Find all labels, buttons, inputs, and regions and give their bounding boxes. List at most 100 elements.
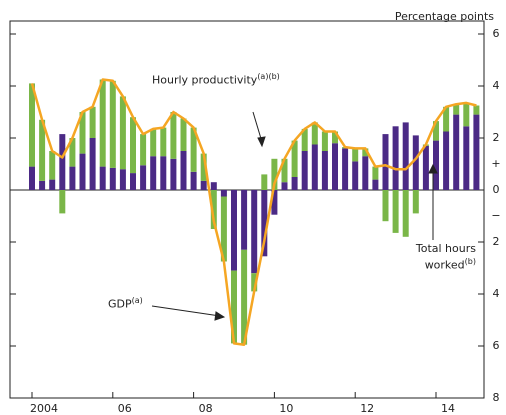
bar-segment <box>200 153 207 181</box>
bar-segment <box>170 112 177 159</box>
arrow <box>151 305 221 317</box>
bar-segment <box>321 131 328 151</box>
bar-segment <box>79 112 86 154</box>
bar-segment <box>362 156 369 190</box>
x-tick-label: 08 <box>199 402 213 415</box>
arrowhead <box>257 136 266 148</box>
bar-segment <box>352 161 359 190</box>
bar-segment <box>453 104 460 115</box>
bar-segment <box>402 122 409 190</box>
bar-segment <box>241 249 248 345</box>
annotation-arrows <box>151 111 438 321</box>
label-text: Hourly productivity <box>152 73 258 87</box>
label-text: GDP <box>108 297 132 311</box>
bar-segment <box>39 180 46 190</box>
bar-segment <box>311 144 318 190</box>
arrow <box>252 111 263 143</box>
x-tick-label: 14 <box>441 402 455 415</box>
plot-frame <box>9 20 485 399</box>
bar-segment <box>352 148 359 162</box>
bar-segment <box>392 190 399 233</box>
bar-segment <box>362 148 369 157</box>
y-tick-label: 2 <box>493 131 500 144</box>
bar-segment <box>422 145 429 190</box>
bar-segment <box>463 126 470 190</box>
bar-segment <box>412 190 419 214</box>
bar-segment <box>392 126 399 190</box>
bar-segment <box>301 128 308 151</box>
x-tick-label: 12 <box>360 402 374 415</box>
hours-label: Total hours worked(b) <box>388 242 476 272</box>
y-tick-label: 4 <box>493 79 500 92</box>
bar-segment <box>69 166 76 190</box>
bar-segment <box>301 151 308 190</box>
bar-segment <box>372 166 379 180</box>
y-tick-label: 2 <box>493 235 500 248</box>
bar-segment <box>231 270 237 344</box>
sign-label: + <box>491 157 500 170</box>
bar-segment <box>29 83 35 167</box>
bar-segment <box>241 190 248 250</box>
bar-segment <box>382 134 389 190</box>
bar-segment <box>29 166 35 190</box>
bar-segment <box>473 105 480 115</box>
bar-segment <box>99 166 106 190</box>
bar-segment <box>281 158 288 183</box>
bar-segment <box>109 167 116 190</box>
x-tick-label: 2004 <box>30 402 58 415</box>
bar-segment <box>372 179 379 190</box>
bar-segment <box>220 196 227 262</box>
bar-segment <box>99 79 106 167</box>
bar-segment <box>130 117 136 174</box>
bar-segment <box>291 140 298 177</box>
bar-segment <box>150 156 157 190</box>
bar-segment <box>180 118 187 151</box>
bar-segment <box>210 182 217 190</box>
productivity-label: Hourly productivity(a)(b) <box>152 70 280 87</box>
x-tick-label: 10 <box>279 402 293 415</box>
bar-segment <box>200 180 207 190</box>
bar-segment <box>433 140 439 190</box>
bar-segment <box>443 131 450 190</box>
bar-segment <box>251 190 258 274</box>
y-tick-label: 8 <box>493 391 500 404</box>
y-tick-label: 6 <box>493 339 500 352</box>
bar-segment <box>291 177 298 190</box>
bar-segment <box>79 153 86 190</box>
bar-segment <box>89 138 96 190</box>
y-tick-label: 0 <box>493 183 500 196</box>
bar-segment <box>59 190 66 214</box>
bar-segment <box>49 179 56 190</box>
bar-segment <box>140 165 147 190</box>
line <box>30 78 477 346</box>
bar-segment <box>332 143 338 190</box>
label-note: (a) <box>131 296 143 305</box>
bar-segment <box>261 190 268 257</box>
bar-segment <box>443 106 450 132</box>
bar-segment <box>271 158 278 190</box>
bar-segment <box>261 174 268 190</box>
unit-label: Percentage points <box>395 10 494 23</box>
bar-segment <box>453 114 460 190</box>
x-tick-label: 06 <box>118 402 132 415</box>
bar-segment <box>463 102 470 127</box>
bar-segment <box>433 121 439 141</box>
bar-segment <box>109 80 116 168</box>
bar-segment <box>473 114 480 190</box>
bar-segment <box>210 190 217 229</box>
y-tick-label: 4 <box>493 287 500 300</box>
bar-segment <box>332 131 338 144</box>
bar-segment <box>119 169 126 190</box>
bar-segment <box>281 182 288 190</box>
bar-segment <box>402 190 409 237</box>
bar-segment <box>170 158 177 190</box>
sign-label: − <box>491 209 500 222</box>
bar-segment <box>311 122 318 145</box>
label-note: (a)(b) <box>257 72 280 81</box>
bar-segment <box>231 190 237 271</box>
bar-segment <box>69 138 76 167</box>
bar-segment <box>39 119 46 181</box>
arrowhead <box>428 163 438 174</box>
